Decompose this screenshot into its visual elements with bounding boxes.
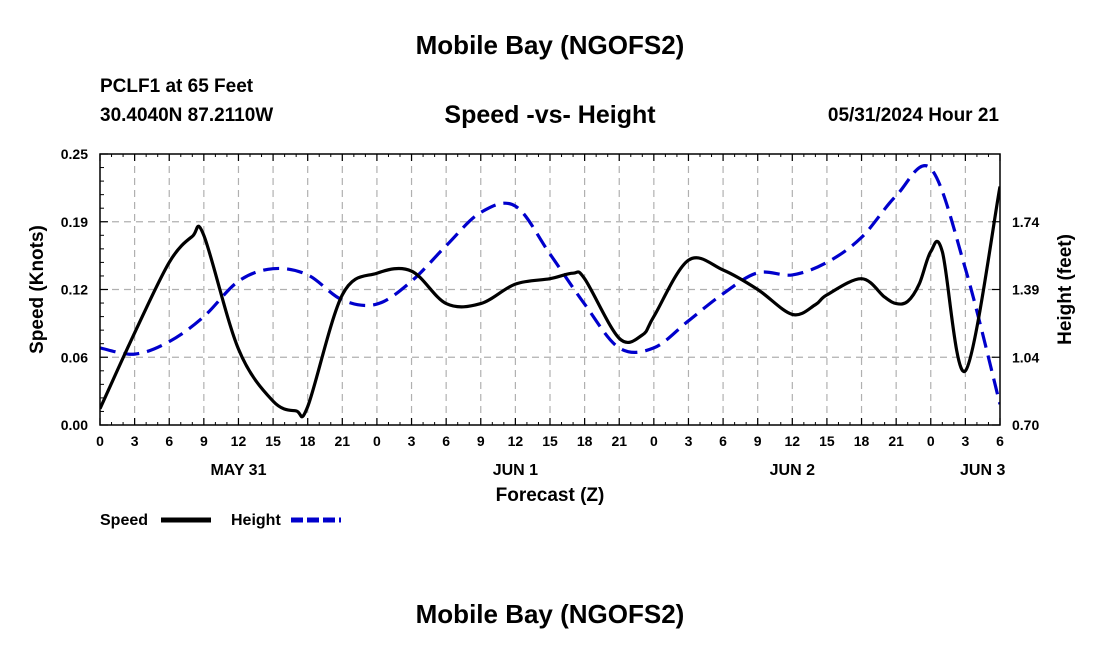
y-right-tick-label: 0.70 [1012,417,1039,433]
x-tick-label: 6 [442,433,450,449]
date-label: JUN 2 [770,462,815,479]
x-tick-label: 18 [577,433,593,449]
x-axis-label: Forecast (Z) [496,485,605,506]
y-right-axis-label: Height (feet) [1055,234,1076,345]
legend-label: Height [231,512,281,529]
x-tick-label: 18 [854,433,870,449]
x-tick-label: 21 [888,433,904,449]
x-tick-label: 6 [719,433,727,449]
x-tick-label: 15 [542,433,558,449]
x-tick-label: 12 [231,433,247,449]
x-tick-label: 21 [335,433,351,449]
legend-label: Speed [100,512,148,529]
run-date-label: 05/31/2024 Hour 21 [827,105,999,126]
axis-labels: 0 3 6 9 12 15 18 21 0 3 6 9 12 15 18 21 0 3 6 9 12 15 18 21 0 3 6 M… [27,146,1076,506]
x-tick-label: 15 [819,433,835,449]
station-label: PCLF1 at 65 Feet [100,76,254,97]
x-tick-label: 21 [611,433,627,449]
y-left-axis-label: Speed (Knots) [27,225,48,354]
ticks [99,153,1001,426]
x-tick-label: 0 [927,433,935,449]
speed-series-line [100,186,1000,419]
x-tick-label: 6 [996,433,1004,449]
y-right-tick-label: 1.39 [1012,282,1039,298]
x-tick-label: 3 [131,433,139,449]
date-label: MAY 31 [210,462,266,479]
x-tick-label: 12 [508,433,524,449]
x-tick-label: 12 [785,433,801,449]
y-right-tick-label: 1.74 [1012,214,1039,230]
x-tick-label: 6 [165,433,173,449]
x-tick-label: 18 [300,433,316,449]
station-coordinates: 30.4040N 87.2110W [100,105,274,126]
y-left-tick-label: 0.06 [61,349,88,365]
date-label: JUN 1 [493,462,538,479]
y-left-tick-label: 0.25 [61,146,88,162]
series [100,164,1000,419]
x-tick-label: 9 [200,433,208,449]
x-tick-label: 9 [754,433,762,449]
x-tick-label: 0 [96,433,104,449]
y-right-tick-label: 1.04 [1012,349,1039,365]
date-label: JUN 3 [960,462,1005,479]
height-series-line [100,164,1000,405]
y-left-tick-label: 0.19 [61,214,88,230]
grid [100,154,1000,425]
x-tick-label: 9 [477,433,485,449]
x-tick-label: 15 [265,433,281,449]
x-tick-label: 0 [373,433,381,449]
bottom-chart-title: Mobile Bay (NGOFS2) [415,599,685,629]
x-tick-label: 3 [685,433,693,449]
legend: Speed Height [100,512,341,529]
y-left-tick-label: 0.12 [61,282,88,298]
chart-subtitle: Speed -vs- Height [444,101,656,129]
x-tick-label: 0 [650,433,658,449]
x-tick-label: 3 [961,433,969,449]
y-left-tick-label: 0.00 [61,417,88,433]
x-tick-label: 3 [408,433,416,449]
chart-title: Mobile Bay (NGOFS2) [415,30,685,60]
